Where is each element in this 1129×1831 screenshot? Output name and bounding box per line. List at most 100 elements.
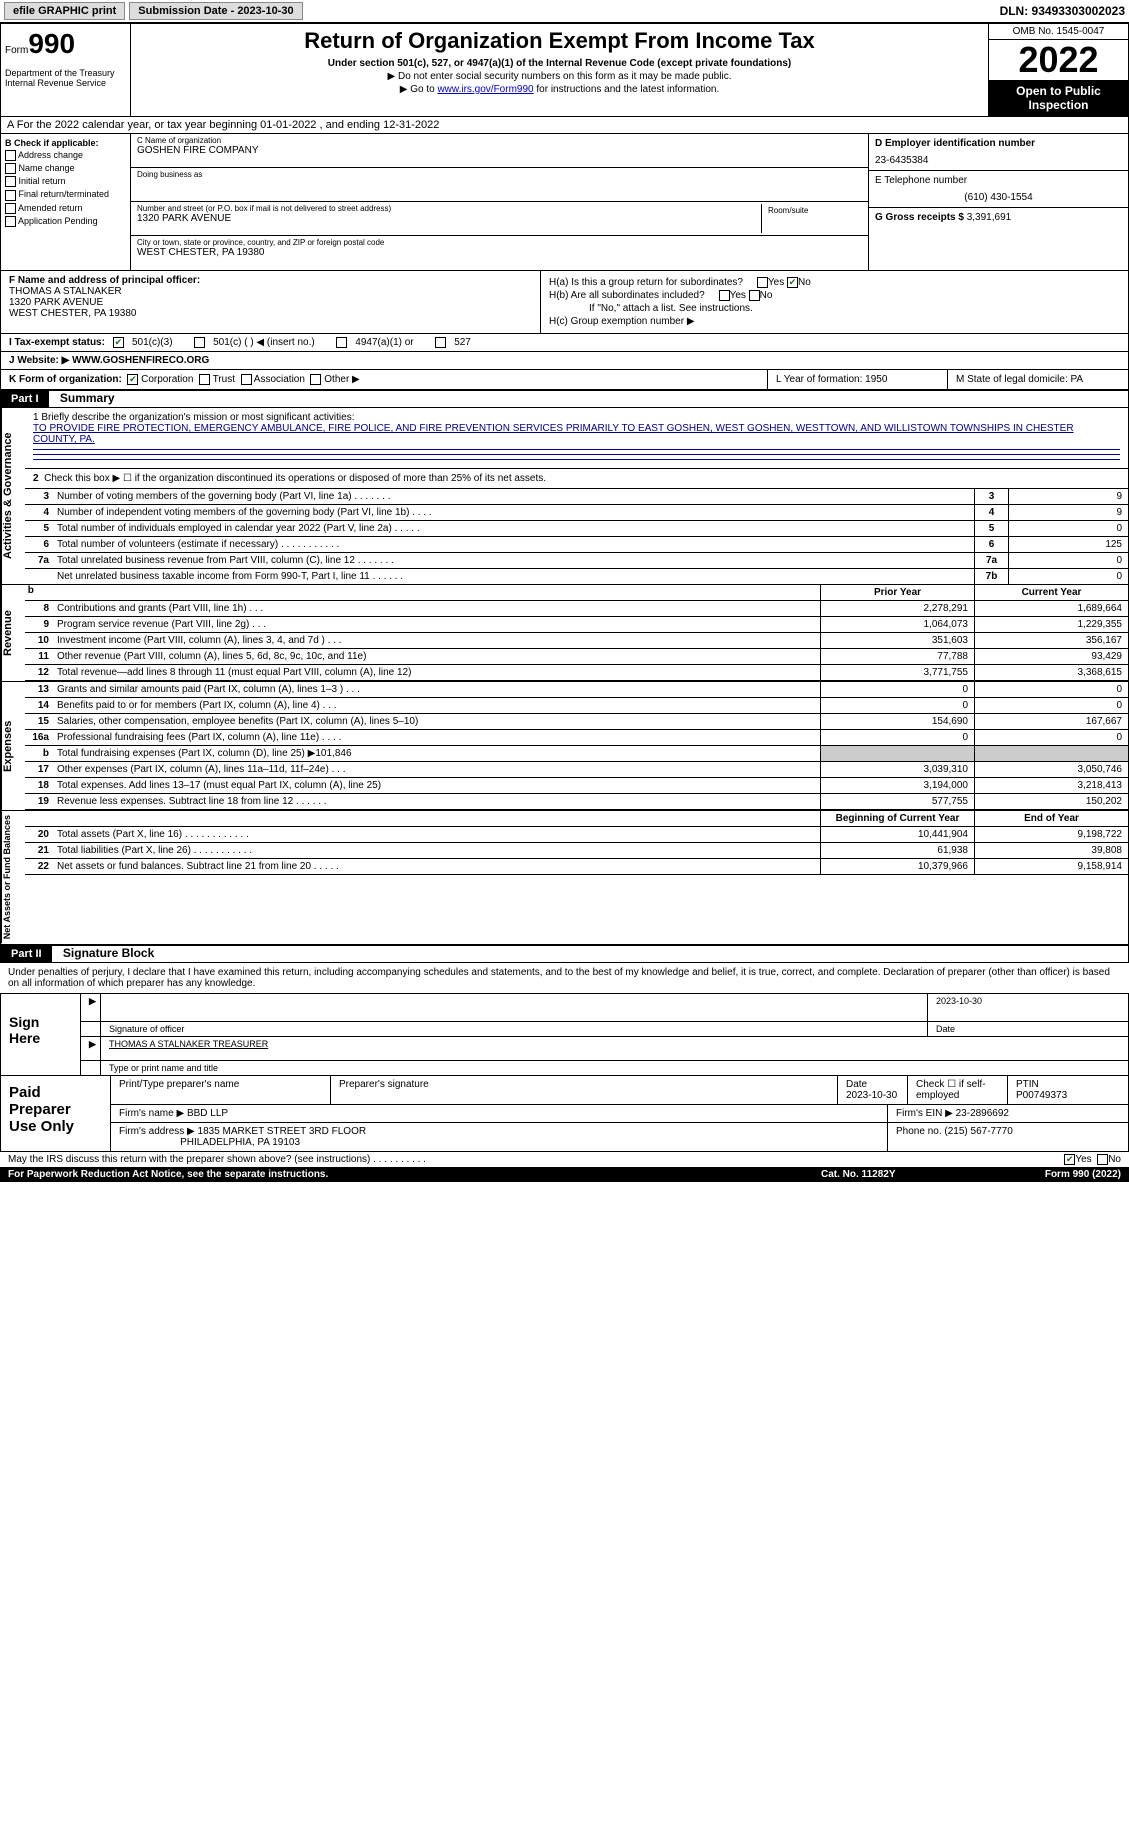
- phone-label: E Telephone number: [875, 175, 1122, 186]
- signature-declaration: Under penalties of perjury, I declare th…: [0, 963, 1129, 993]
- col-current: Current Year: [974, 585, 1128, 600]
- prior-value: 351,603: [820, 633, 974, 648]
- data-row: 15 Salaries, other compensation, employe…: [25, 714, 1128, 730]
- chk-501c3[interactable]: [113, 337, 124, 348]
- gross-value: 3,391,691: [967, 212, 1012, 223]
- irs-link[interactable]: www.irs.gov/Form990: [437, 84, 533, 95]
- header-center: Return of Organization Exempt From Incom…: [131, 24, 988, 116]
- row-num: 8: [25, 601, 53, 616]
- revenue-header: b Prior Year Current Year: [25, 585, 1128, 601]
- current-value: 1,229,355: [974, 617, 1128, 632]
- data-row: b Total fundraising expenses (Part IX, c…: [25, 746, 1128, 762]
- netassets-header: Beginning of Current Year End of Year: [25, 811, 1128, 827]
- data-row: 8 Contributions and grants (Part VIII, l…: [25, 601, 1128, 617]
- address-box: Number and street (or P.O. box if mail i…: [131, 202, 868, 236]
- discuss-text: May the IRS discuss this return with the…: [8, 1154, 1064, 1165]
- chk-assoc[interactable]: [241, 374, 252, 385]
- line1-label: 1 Briefly describe the organization's mi…: [33, 412, 1120, 423]
- ha-text: H(a) Is this a group return for subordin…: [549, 277, 743, 288]
- department-text: Department of the Treasury Internal Reve…: [5, 68, 126, 88]
- prior-value: 1,064,073: [820, 617, 974, 632]
- row-num: 11: [25, 649, 53, 664]
- addr-value: 1320 PARK AVENUE: [137, 213, 761, 224]
- h-b: H(b) Are all subordinates included? Yes …: [549, 290, 1120, 301]
- current-value: 0: [974, 730, 1128, 745]
- row-desc: Number of voting members of the governin…: [53, 489, 974, 504]
- chk-amended[interactable]: Amended return: [5, 203, 126, 214]
- part1-header: Part I Summary: [0, 390, 1129, 408]
- section-b: B Check if applicable: Address change Na…: [0, 134, 1129, 271]
- current-value: 39,808: [974, 843, 1128, 858]
- room-suite: Room/suite: [762, 204, 862, 233]
- current-value: 93,429: [974, 649, 1128, 664]
- firm-phone: (215) 567-7770: [944, 1126, 1012, 1137]
- summary-row: 4 Number of independent voting members o…: [25, 505, 1128, 521]
- form-number: 990: [28, 28, 75, 59]
- opt-501c3: 501(c)(3): [132, 337, 173, 348]
- print-name-label: Type or print name and title: [101, 1061, 1128, 1075]
- current-value: 0: [974, 682, 1128, 697]
- chk-trust[interactable]: [199, 374, 210, 385]
- org-name-label: C Name of organization: [137, 136, 862, 145]
- row-desc: Professional fundraising fees (Part IX, …: [53, 730, 820, 745]
- row-fh: F Name and address of principal officer:…: [0, 271, 1129, 334]
- side-governance: Activities & Governance: [1, 408, 25, 584]
- efile-button[interactable]: efile GRAPHIC print: [4, 2, 125, 20]
- chk-501c[interactable]: [194, 337, 205, 348]
- row-desc: Other expenses (Part IX, column (A), lin…: [53, 762, 820, 777]
- arrow-icon: ▶: [81, 994, 101, 1021]
- arrow-icon: ▶: [81, 1037, 101, 1060]
- ptin-label: PTIN: [1016, 1079, 1039, 1090]
- website-text: J Website: ▶ WWW.GOSHENFIRECO.ORG: [9, 355, 209, 366]
- col-beginning: Beginning of Current Year: [820, 811, 974, 826]
- row-box: 7a: [974, 553, 1008, 568]
- chk-527[interactable]: [435, 337, 446, 348]
- col-end: End of Year: [974, 811, 1128, 826]
- chk-name[interactable]: Name change: [5, 163, 126, 174]
- opt-assoc: Association: [254, 374, 305, 385]
- chk-address[interactable]: Address change: [5, 150, 126, 161]
- submission-button[interactable]: Submission Date - 2023-10-30: [129, 2, 302, 20]
- chk-pending[interactable]: Application Pending: [5, 216, 126, 227]
- data-row: 17 Other expenses (Part IX, column (A), …: [25, 762, 1128, 778]
- prior-value: 0: [820, 698, 974, 713]
- box-f: F Name and address of principal officer:…: [1, 271, 541, 333]
- row-value: 0: [1008, 521, 1128, 536]
- prep-sig-label: Preparer's signature: [331, 1076, 838, 1104]
- current-value: 9,158,914: [974, 859, 1128, 874]
- row-desc: Total revenue—add lines 8 through 11 (mu…: [53, 665, 820, 680]
- chk-final[interactable]: Final return/terminated: [5, 189, 126, 200]
- row-num: b: [25, 746, 53, 761]
- row-box: 5: [974, 521, 1008, 536]
- data-row: 22 Net assets or fund balances. Subtract…: [25, 859, 1128, 875]
- opt-corp: Corporation: [141, 374, 193, 385]
- opt-pending: Application Pending: [18, 216, 98, 226]
- opt-initial: Initial return: [19, 176, 66, 186]
- row-num: 3: [25, 489, 53, 504]
- prep-date: 2023-10-30: [846, 1090, 897, 1101]
- header-right: OMB No. 1545-0047 2022 Open to Public In…: [988, 24, 1128, 116]
- summary-row: Net unrelated business taxable income fr…: [25, 569, 1128, 584]
- row-desc: Total fundraising expenses (Part IX, col…: [53, 746, 820, 761]
- netassets-section: Net Assets or Fund Balances Beginning of…: [0, 811, 1129, 944]
- prior-value: 577,755: [820, 794, 974, 809]
- sign-here-block: Sign Here ▶ 2023-10-30 Signature of offi…: [0, 993, 1129, 1076]
- ein-value: 23-6435384: [875, 155, 1122, 166]
- chk-corp[interactable]: [127, 374, 138, 385]
- phone-value: (610) 430-1554: [875, 192, 1122, 203]
- chk-4947[interactable]: [336, 337, 347, 348]
- org-name-box: C Name of organization GOSHEN FIRE COMPA…: [131, 134, 868, 168]
- hb-text: H(b) Are all subordinates included?: [549, 290, 705, 301]
- firm-addr-row: Firm's address ▶ 1835 MARKET STREET 3RD …: [111, 1123, 1128, 1151]
- chk-initial[interactable]: Initial return: [5, 176, 126, 187]
- firm-ein-label: Firm's EIN ▶: [896, 1108, 953, 1119]
- chk-other[interactable]: [310, 374, 321, 385]
- row-num: 16a: [25, 730, 53, 745]
- firm-name-row: Firm's name ▶ BBD LLP Firm's EIN ▶ 23-28…: [111, 1105, 1128, 1123]
- row-value: 0: [1008, 553, 1128, 568]
- data-row: 18 Total expenses. Add lines 13–17 (must…: [25, 778, 1128, 794]
- state-domicile: M State of legal domicile: PA: [948, 370, 1128, 389]
- row-desc: Other revenue (Part VIII, column (A), li…: [53, 649, 820, 664]
- firm-phone-label: Phone no.: [896, 1126, 942, 1137]
- box-e: E Telephone number (610) 430-1554: [869, 171, 1128, 208]
